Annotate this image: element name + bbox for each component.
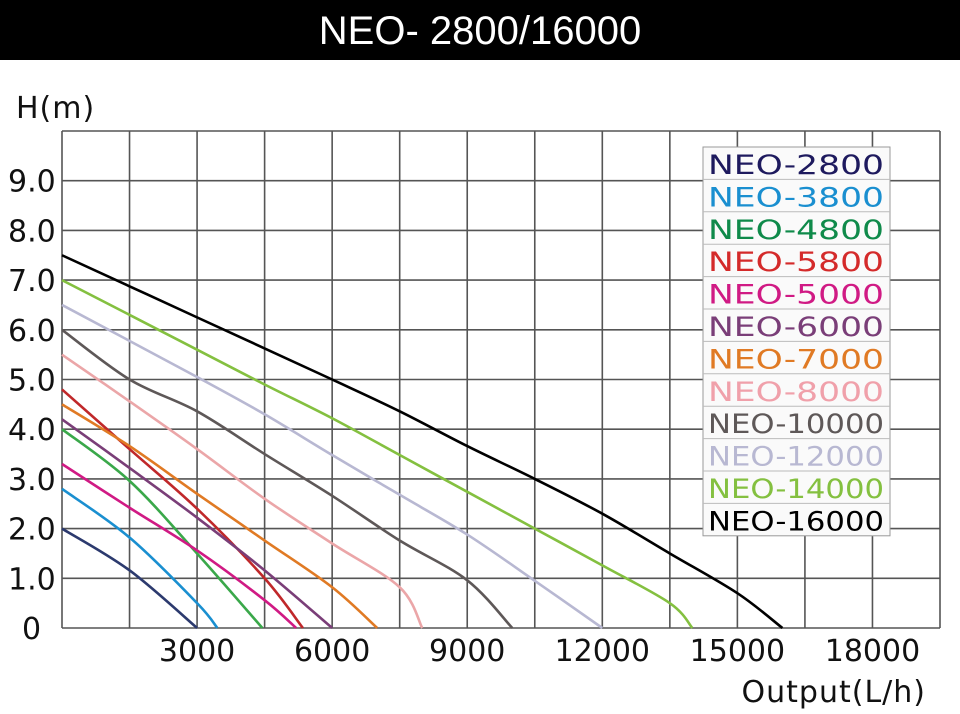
legend-entry: NEO-14000 — [708, 474, 884, 505]
legend-entry: NEO-10000 — [708, 409, 884, 440]
y-tick-label: 6.0 — [8, 314, 56, 349]
curve-neo-7000 — [61, 403, 379, 629]
y-axis-label: H(m) — [16, 91, 95, 126]
y-tick-label: 3.0 — [8, 463, 56, 498]
legend-entry: NEO-6000 — [708, 312, 884, 343]
legend-entry: NEO-2800 — [708, 150, 884, 181]
y-tick-label: 0 — [22, 612, 41, 647]
curve-neo-5000 — [61, 462, 297, 629]
curve-neo-4800 — [61, 428, 264, 629]
y-tick-label: 1.0 — [8, 562, 56, 597]
curves — [61, 254, 784, 630]
curve-neo-14000 — [61, 278, 694, 629]
curve-neo-12000 — [61, 303, 604, 630]
curve-neo-8000 — [61, 353, 424, 629]
y-tick-label: 8.0 — [8, 214, 56, 249]
x-axis-label: Output(L/h) — [742, 675, 926, 710]
y-tick-label: 5.0 — [8, 364, 56, 399]
y-tick-label: 7.0 — [8, 264, 56, 299]
x-tick-label: 18000 — [825, 634, 920, 669]
legend-entry: NEO-7000 — [708, 344, 884, 375]
curve-neo-3800 — [61, 487, 219, 629]
curve-neo-10000 — [61, 328, 514, 629]
legend-entry: NEO-12000 — [708, 442, 884, 473]
tick-labels: 3000 6000 9000 12000 15000 18000 0 1.0 2.0 3.0 4.0… — [8, 165, 920, 669]
legend-entry: NEO-5800 — [708, 247, 884, 278]
x-tick-label: 6000 — [294, 634, 370, 669]
x-tick-label: 12000 — [555, 634, 650, 669]
legend-entry: NEO-3800 — [708, 182, 884, 213]
chart-title: NEO- 2800/16000 — [0, 0, 960, 60]
legend-entry: NEO-4800 — [708, 215, 884, 246]
y-tick-label: 4.0 — [8, 413, 56, 448]
y-tick-label: 2.0 — [8, 513, 56, 548]
x-tick-label: 3000 — [159, 634, 235, 669]
curve-neo-16000 — [61, 254, 784, 630]
legend-entry: NEO-16000 — [708, 506, 884, 537]
y-tick-label: 9.0 — [8, 165, 56, 200]
legend-entry: NEO-5000 — [708, 280, 884, 311]
x-tick-label: 15000 — [690, 634, 785, 669]
legend: NEO-2800NEO-3800NEO-4800NEO-5800NEO-5000… — [702, 146, 891, 537]
curve-neo-2800 — [61, 527, 198, 629]
x-tick-label: 9000 — [429, 634, 505, 669]
curve-neo-6000 — [61, 418, 333, 629]
curve-neo-5800 — [61, 388, 304, 629]
legend-entry: NEO-8000 — [708, 377, 884, 408]
